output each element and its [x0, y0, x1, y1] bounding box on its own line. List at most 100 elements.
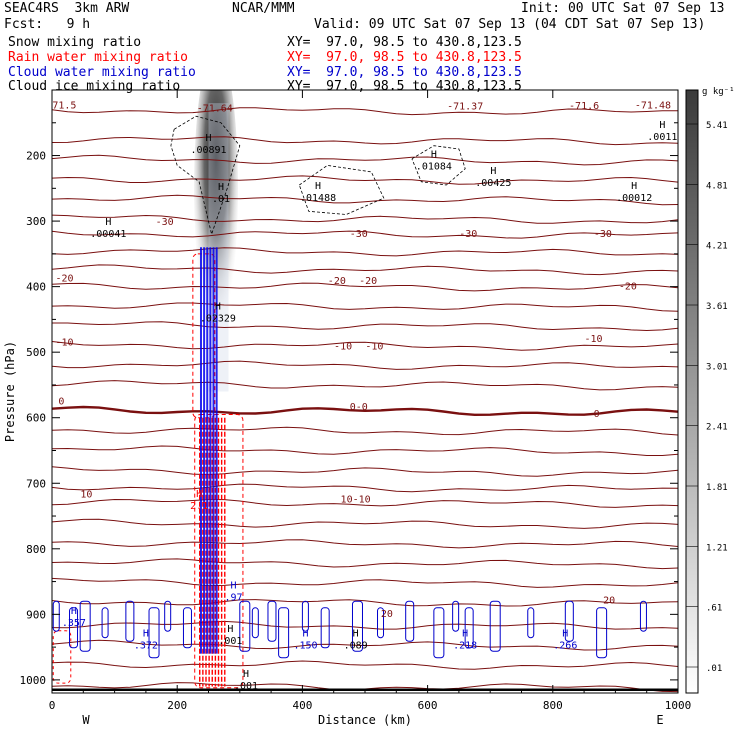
maximum-value: .02329: [200, 313, 236, 324]
colorbar-tick-label: .61: [706, 604, 722, 614]
rain-outline: [52, 630, 72, 684]
x-tick-label: 400: [292, 699, 312, 712]
colorbar-tick-label: 3.61: [706, 302, 728, 312]
isotherm-label: -10: [334, 342, 352, 353]
maximum-marker: H: [303, 628, 309, 639]
colorbar-scale: [685, 89, 699, 694]
cloud-water-cell: [278, 607, 290, 659]
maximum-value: .01: [212, 194, 230, 205]
org-label: NCAR/MMM: [232, 1, 295, 16]
isotherm-label: -20: [328, 276, 346, 287]
isotherm-label: -30: [459, 229, 477, 240]
cloud-water-cell: [639, 600, 647, 632]
maximum-value: .266: [553, 640, 577, 651]
maximum-marker: H: [143, 628, 149, 639]
cloud-water-cell: [148, 607, 160, 659]
x-tick-label: 1000: [665, 699, 692, 712]
y-tick-label: 400: [26, 281, 46, 294]
cloud-ice-contour: [298, 164, 385, 215]
cloud-water-cell: [267, 600, 277, 642]
maximum-value: .01084: [416, 161, 452, 172]
y-tick-label: 300: [26, 215, 46, 228]
field-cloudwater-xy: XY= 97.0, 98.5 to 430.8,123.5: [287, 65, 522, 80]
maximum-value: .150: [293, 640, 317, 651]
y-tick-label: 800: [26, 543, 46, 556]
isotherm: [52, 466, 678, 477]
field-snow-xy: XY= 97.0, 98.5 to 430.8,123.5: [287, 35, 522, 50]
isotherm-label: -30: [156, 217, 174, 228]
cloud-water-cell: [433, 607, 445, 659]
isotherm-label: 0: [594, 409, 600, 420]
y-tick-label: 900: [26, 608, 46, 621]
plot-area: -71.64 -71.37 -71.48 -71.6 -71.5 -30 -30 -30 -30…: [46, 90, 678, 692]
cloud-ice-contour: [170, 115, 241, 236]
cloud-water-cell: [52, 600, 60, 632]
isotherm-label: -71.37: [447, 102, 483, 113]
field-snow-label: Snow mixing ratio: [8, 35, 142, 50]
maximum-marker: H: [205, 133, 211, 144]
isotherm: [52, 558, 678, 570]
y-tick-label: 200: [26, 150, 46, 163]
west-label: W: [82, 713, 90, 727]
isotherm-label: 20: [381, 609, 393, 620]
maximum-value: .00425: [475, 178, 511, 189]
valid-label: Valid: 09 UTC Sat 07 Sep 13 (04 CDT Sat …: [314, 17, 706, 32]
maximum-value: .372: [134, 640, 158, 651]
isotherm: [52, 230, 678, 239]
maximum-marker: H: [215, 301, 221, 312]
isotherm-label: -10: [584, 334, 602, 345]
cloud-water-cell: [164, 600, 172, 632]
colorbar-tick-label: .01: [706, 664, 722, 674]
isotherm: [52, 498, 678, 508]
isotherm: [52, 360, 678, 370]
isotherm: [52, 518, 678, 529]
isotherm: [52, 321, 678, 332]
maximum-marker: H: [659, 120, 665, 131]
cloud-water-cell: [564, 600, 574, 642]
cloud-water-cell: [79, 600, 91, 652]
x-tick-label: 800: [543, 699, 563, 712]
cloud-water-cell: [251, 607, 259, 639]
maximum-marker: H: [490, 166, 496, 177]
maximum-value: .089: [344, 640, 368, 651]
colorbar-tick-label: 5.41: [706, 121, 728, 131]
isotherm-label: -71.5: [46, 100, 76, 111]
maximum-value: .0011: [647, 132, 677, 143]
maximum-value: .00041: [90, 229, 126, 240]
isotherm: [52, 194, 678, 206]
maximum-marker: H: [243, 669, 249, 680]
cloud-water-cell: [101, 607, 109, 639]
field-cloudwater-label: Cloud water mixing ratio: [8, 65, 196, 80]
isotherm-label: 20: [603, 595, 615, 606]
cloud-water-cell: [301, 600, 309, 632]
isotherm-label: -30: [350, 229, 368, 240]
isotherm: [52, 426, 678, 436]
isotherm-label: -71.64: [197, 104, 233, 115]
cloud-water-cell: [596, 607, 608, 659]
cloud-water-cell: [464, 607, 474, 649]
x-tick-label: 600: [418, 699, 438, 712]
cloud-water-cell: [377, 607, 385, 639]
cloud-water-cell: [527, 607, 535, 639]
isotherm: [52, 107, 678, 116]
y-tick-label: 600: [26, 412, 46, 425]
cloud-water-cell: [351, 600, 363, 652]
cloud-water-cell: [320, 607, 330, 649]
isotherm-label: -20: [359, 276, 377, 287]
cloud-water-cell: [405, 600, 415, 642]
y-tick-label: 1000: [20, 674, 47, 687]
isotherm: [52, 577, 678, 588]
isotherm: [52, 247, 678, 257]
isotherm: [52, 660, 678, 670]
isotherm: [52, 539, 678, 549]
cloud-water-cell: [182, 607, 192, 649]
maximum-value: .001: [218, 636, 242, 647]
isotherm: [52, 341, 678, 351]
maximum-marker: H: [315, 181, 321, 192]
y-tick-label: 700: [26, 477, 46, 490]
field-rain-xy: XY= 97.0, 98.5 to 430.8,123.5: [287, 50, 522, 65]
isotherm-label: 0: [58, 397, 64, 408]
isotherm: [52, 154, 678, 166]
isotherm: [52, 483, 678, 493]
